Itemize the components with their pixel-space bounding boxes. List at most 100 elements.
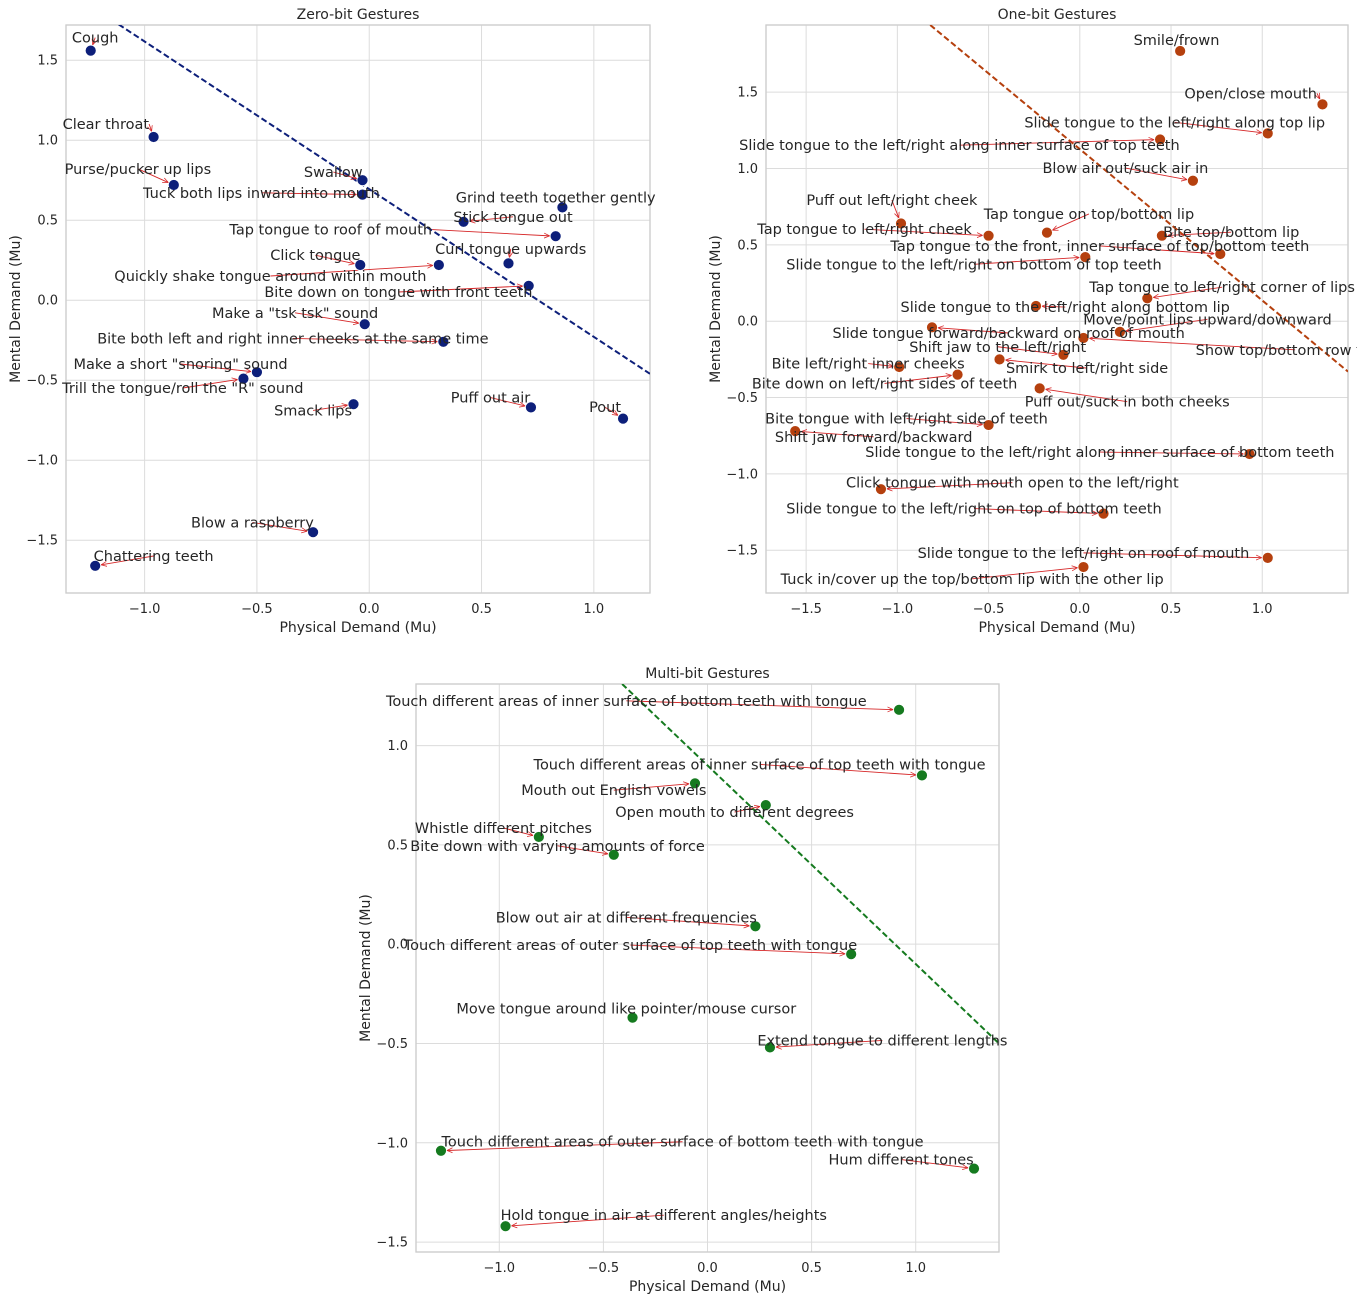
annotation-arrow	[604, 406, 618, 415]
point-label: Blow out air at different frequencies	[496, 910, 757, 926]
data-point	[1154, 133, 1166, 146]
point-label: Puff out left/right cheek	[806, 193, 978, 209]
y-tick-label: −1.0	[726, 467, 758, 482]
point-label: Puff out/suck in both cheeks	[1025, 395, 1230, 411]
data-point	[895, 217, 907, 230]
data-point	[89, 559, 102, 572]
point-label: Slide tongue to the left/right on roof o…	[918, 546, 1250, 562]
annotation-arrow	[864, 228, 983, 235]
plot-frame	[765, 24, 1349, 594]
point-label: Slide tongue forward/backward on roof of…	[833, 326, 1185, 342]
point-label: Tuck in/cover up the top/bottom lip with…	[780, 572, 1164, 588]
chart-0: −1.0 −0.5 0.0 0.5 1.0 −1.5 −1.0 −0.5 0.0 0.5 1.0 1.…	[8, 7, 656, 636]
annotation-arrow	[180, 363, 251, 372]
data-point	[926, 321, 938, 334]
annotation-arrow	[252, 521, 307, 531]
point-label: Blow a raspberry	[191, 515, 314, 531]
x-axis-label: Physical Demand (Mu)	[629, 1279, 786, 1295]
data-point	[1033, 382, 1046, 395]
point-label: Click tongue	[270, 248, 360, 264]
x-tick-label: 1.0	[905, 1261, 926, 1276]
point-label: Hum different tones	[829, 1153, 974, 1169]
y-tick-label: −1.0	[376, 1136, 408, 1151]
y-axis-label: Mental Demand (Mu)	[708, 235, 724, 383]
point-label: Shift jaw forward/backward	[775, 430, 973, 446]
data-point	[1097, 507, 1110, 520]
annotation-arrow	[1168, 231, 1232, 235]
annotation-arrow	[292, 337, 437, 341]
data-point	[1114, 326, 1126, 338]
data-point	[502, 257, 515, 270]
point-label: Quickly shake tongue around within mouth	[114, 269, 426, 285]
annotation-arrow	[313, 405, 348, 411]
annotation-arrow	[626, 916, 749, 926]
data-point	[1077, 561, 1090, 573]
data-point	[532, 831, 545, 843]
data-point	[1187, 174, 1199, 187]
data-point	[1261, 551, 1274, 564]
chart-title: Multi-bit Gestures	[645, 666, 769, 682]
data-point	[1261, 127, 1274, 140]
data-point	[749, 920, 762, 933]
point-label: Smack lips	[274, 403, 352, 419]
x-tick-label: 0.0	[697, 1261, 718, 1276]
point-label: Bite tongue with left/right side of teet…	[765, 412, 1048, 428]
trend-line	[621, 684, 999, 1045]
x-tick-label: 0.5	[471, 602, 492, 617]
point-label: Tap tongue to left/right cheek	[756, 222, 972, 238]
annotation-arrow	[182, 380, 238, 389]
y-tick-label: 0.0	[737, 315, 758, 330]
data-point	[1156, 229, 1168, 242]
data-point	[893, 361, 906, 373]
data-point	[916, 769, 928, 782]
data-point	[982, 229, 995, 242]
point-label: Slide tongue to the left/right on top of…	[786, 502, 1161, 518]
data-point	[237, 372, 250, 385]
y-tick-label: −1.5	[26, 534, 58, 549]
annotation-arrow	[906, 418, 982, 425]
point-label: Slide tongue to the left/right along inn…	[865, 445, 1334, 461]
x-tick-label: −1.0	[882, 602, 914, 617]
point-label: Smile/frown	[1134, 33, 1220, 49]
data-point	[951, 368, 964, 381]
data-point	[1243, 448, 1256, 460]
annotation-arrow	[333, 171, 356, 179]
data-point	[617, 412, 629, 425]
data-point	[525, 401, 537, 414]
point-label: Swallow	[304, 165, 363, 181]
annotation-arrow	[901, 1159, 968, 1168]
plot-frame	[65, 24, 651, 594]
annotation-arrow	[1153, 286, 1223, 297]
y-tick-label: −0.5	[376, 1037, 408, 1052]
point-label: Touch different areas of outer surface o…	[440, 1135, 923, 1151]
annotation-arrow	[137, 168, 168, 183]
annotation-arrow	[801, 432, 874, 438]
data-point	[307, 526, 319, 539]
annotation-arrow	[759, 763, 916, 775]
annotation-arrow	[1083, 552, 1261, 558]
point-label: Tap tongue on top/bottom lip	[983, 207, 1194, 223]
point-label: Blow air out/suck air in	[1042, 161, 1208, 177]
data-point	[759, 799, 772, 812]
annotation-arrow	[93, 37, 96, 45]
x-tick-label: −1.5	[790, 602, 822, 617]
y-tick-label: 0.5	[37, 214, 58, 229]
point-label: Move/point lips upward/downward	[1083, 312, 1332, 328]
y-tick-label: −1.5	[376, 1236, 408, 1251]
annotation-arrow	[1126, 318, 1208, 331]
y-tick-label: 0.5	[737, 238, 758, 253]
annotation-arrow	[1046, 389, 1128, 403]
point-label: Slide tongue to the left/right on bottom…	[786, 257, 1161, 273]
point-label: Touch different areas of inner surface o…	[385, 694, 867, 710]
trend-line	[929, 25, 1348, 373]
data-point	[764, 1041, 776, 1054]
x-tick-label: 0.5	[1161, 602, 1182, 617]
y-tick-label: 1.5	[37, 54, 58, 69]
data-point	[167, 179, 180, 191]
data-point	[84, 44, 97, 57]
annotation-arrow	[470, 216, 514, 221]
plot-area	[65, 24, 651, 594]
grid	[66, 25, 650, 593]
data-point	[356, 188, 369, 201]
